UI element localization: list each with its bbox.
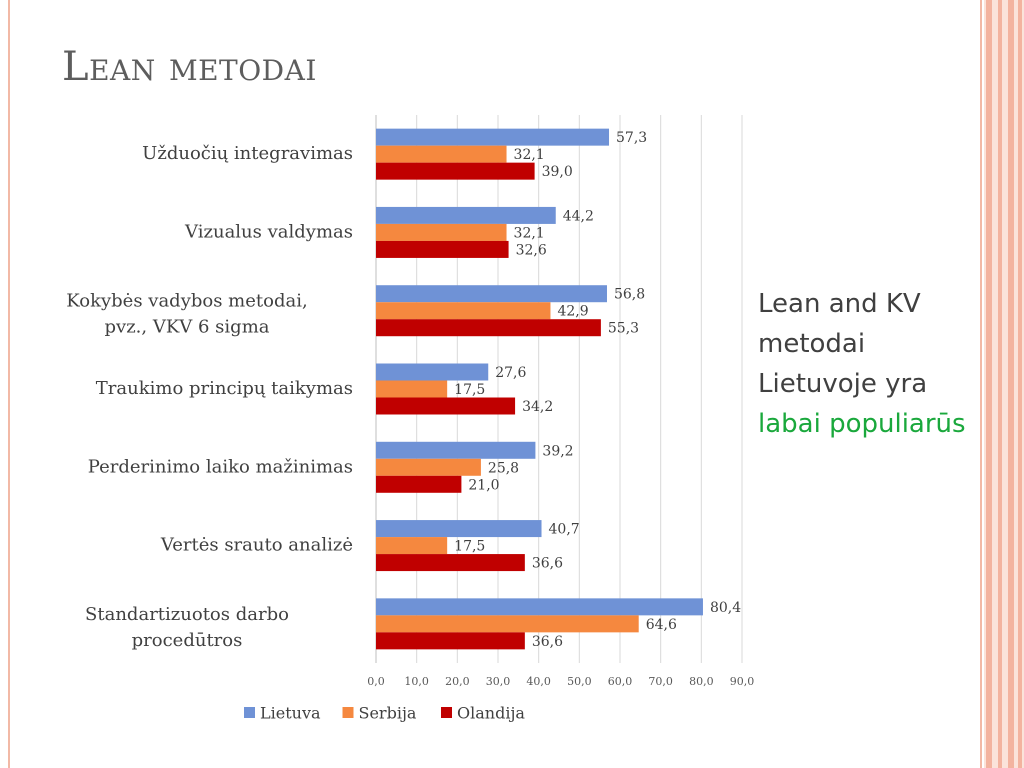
bar-olandija — [376, 554, 525, 572]
bar-lietuva — [376, 128, 610, 146]
data-label: 39,2 — [542, 443, 573, 459]
side-note-line: metodai — [758, 329, 866, 359]
x-tick-label: 40,0 — [526, 675, 551, 688]
bar-serbija — [376, 380, 448, 398]
bar-lietuva — [376, 520, 542, 538]
bar-olandija — [376, 397, 516, 415]
data-label: 17,5 — [454, 539, 485, 555]
x-tick-label: 70,0 — [648, 675, 673, 688]
bar-lietuva — [376, 598, 703, 616]
data-label: 21,0 — [468, 477, 499, 493]
side-note-line: Lietuvoje yra — [758, 369, 928, 399]
bar-olandija — [376, 240, 509, 258]
bar-lietuva — [376, 206, 556, 224]
data-label: 34,2 — [522, 399, 553, 415]
x-tick-label: 90,0 — [730, 675, 755, 688]
bar-lietuva — [376, 441, 536, 459]
category-label: Kokybės vadybos metodai, pvz., VKV 6 sigm… — [66, 291, 307, 338]
data-label: 32,1 — [514, 147, 545, 163]
data-label: 44,2 — [563, 208, 594, 224]
data-label: 39,0 — [542, 164, 573, 180]
x-tick-label: 10,0 — [404, 675, 429, 688]
bar-serbija — [376, 537, 448, 555]
data-label: 56,8 — [614, 287, 645, 303]
data-label: 32,6 — [516, 242, 547, 258]
slide-frame — [8, 0, 982, 768]
category-label-line: Kokybės vadybos metodai, — [66, 291, 307, 312]
category-label-line: Standartizuotos darbo — [85, 604, 289, 625]
x-tick-label: 0,0 — [367, 675, 385, 688]
data-label: 36,6 — [532, 634, 563, 650]
bar-serbija — [376, 223, 507, 241]
data-label: 40,7 — [549, 522, 580, 538]
legend-label: Serbija — [359, 704, 417, 723]
bar-olandija — [376, 475, 462, 493]
bar-olandija — [376, 162, 535, 180]
data-label: 57,3 — [616, 130, 647, 146]
category-label: Vertės srauto analizė — [160, 535, 353, 556]
decorative-stripes — [984, 0, 1024, 768]
data-label: 25,8 — [488, 460, 519, 476]
bar-olandija — [376, 319, 601, 337]
x-tick-label: 60,0 — [608, 675, 633, 688]
side-note-line: Lean and KV — [758, 289, 921, 319]
category-label: Vizualus valdymas — [184, 221, 353, 242]
category-label: Traukimo principų taikymas — [96, 378, 353, 399]
category-label: Standartizuotos darbo procedūtros — [85, 604, 289, 651]
bar-olandija — [376, 632, 525, 650]
side-note-highlight: labai populiarūs — [758, 409, 966, 439]
x-tick-label: 30,0 — [486, 675, 511, 688]
data-label: 64,6 — [646, 617, 677, 633]
side-note: Lean and KV metodai Lietuvoje yra labai … — [758, 284, 988, 444]
category-label: Užduočių integravimas — [142, 143, 353, 164]
legend-label: Lietuva — [260, 704, 321, 723]
slide-title: Lean metodai — [62, 44, 317, 90]
bar-serbija — [376, 302, 551, 320]
bar-lietuva — [376, 363, 489, 381]
data-label: 36,6 — [532, 556, 563, 572]
category-label: Perderinimo laiko mažinimas — [88, 456, 353, 477]
x-tick-label: 80,0 — [689, 675, 714, 688]
data-label: 32,1 — [514, 225, 545, 241]
bar-serbija — [376, 615, 639, 633]
data-label: 55,3 — [608, 321, 639, 337]
category-label-line: pvz., VKV 6 sigma — [105, 317, 270, 338]
bar-serbija — [376, 145, 507, 163]
legend-label: Olandija — [457, 704, 525, 723]
category-label-line: procedūtros — [132, 630, 243, 651]
bar-serbija — [376, 458, 481, 476]
data-label: 80,4 — [710, 600, 741, 616]
legend-swatch — [441, 707, 452, 718]
data-label: 27,6 — [495, 365, 526, 381]
x-tick-label: 50,0 — [567, 675, 592, 688]
legend-swatch — [244, 707, 255, 718]
bar-lietuva — [376, 285, 607, 303]
data-label: 17,5 — [454, 382, 485, 398]
data-label: 42,9 — [557, 304, 588, 320]
x-tick-label: 20,0 — [445, 675, 470, 688]
legend-swatch — [342, 707, 354, 718]
